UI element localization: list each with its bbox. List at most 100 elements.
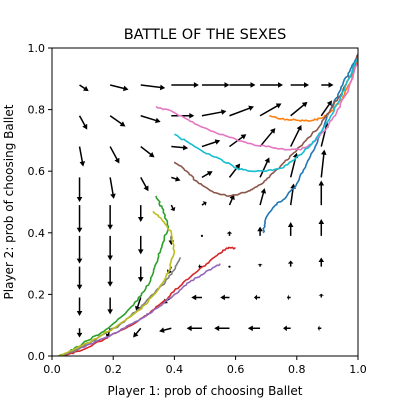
x-tick-label: 1.0	[349, 363, 367, 376]
vector-arrow	[290, 101, 308, 117]
vector-arrow	[76, 205, 83, 233]
vector-arrow	[317, 325, 322, 332]
vector-arrow	[198, 263, 202, 270]
vector-arrow	[171, 176, 181, 182]
vector-arrow	[289, 152, 299, 178]
vector-arrow	[228, 265, 231, 268]
vector-arrow	[229, 82, 256, 88]
vector-arrow	[76, 235, 83, 264]
vector-arrow	[76, 297, 83, 316]
vector-arrow	[290, 125, 302, 147]
vector-arrow	[171, 144, 189, 151]
vector-arrow	[78, 146, 86, 167]
vector-arrow	[107, 266, 113, 287]
trajectory-line	[61, 263, 221, 356]
vector-arrow	[201, 109, 227, 117]
x-tick-label: 0.2	[104, 363, 122, 376]
vector-arrow	[170, 204, 176, 212]
trajectory-line	[173, 53, 358, 198]
vector-arrow	[137, 205, 144, 223]
vector-arrow	[259, 128, 276, 148]
series-lines	[57, 53, 358, 356]
vector-arrow	[321, 82, 334, 88]
vector-arrow	[226, 231, 233, 236]
vector-arrow	[200, 234, 204, 237]
trajectory-line	[57, 195, 170, 356]
trajectory-line	[57, 210, 176, 356]
vector-arrow	[259, 188, 267, 206]
vector-arrow	[320, 121, 329, 147]
vector-arrow	[107, 235, 113, 261]
plot-frame	[51, 47, 359, 357]
vector-arrow	[137, 235, 144, 255]
vector-arrow	[140, 84, 166, 91]
trajectory-line	[61, 257, 182, 356]
vector-arrow	[228, 163, 241, 178]
vector-arrow	[259, 103, 282, 117]
vector-arrow	[289, 183, 296, 206]
vector-arrow	[107, 205, 113, 230]
y-tick-label: 0.4	[28, 227, 46, 240]
vector-arrow	[290, 82, 310, 88]
vector-arrow	[320, 100, 332, 117]
vector-arrow	[201, 82, 230, 88]
vector-arrow	[76, 177, 83, 202]
vector-arrow	[109, 115, 126, 127]
vector-arrow	[253, 294, 261, 301]
vector-arrow	[201, 139, 221, 148]
vector-arrow	[109, 177, 116, 199]
chart-title: BATTLE OF THE SEXES	[124, 27, 287, 43]
vector-arrow	[287, 260, 294, 267]
vector-field	[76, 82, 334, 340]
vector-arrow	[159, 327, 172, 333]
vector-arrow	[318, 293, 325, 298]
vector-arrow	[140, 145, 155, 158]
vector-arrow	[201, 201, 207, 206]
x-tick-label: 0.0	[43, 363, 61, 376]
vector-arrow	[229, 105, 254, 117]
y-tick-label: 0.8	[28, 104, 46, 117]
y-tick-label: 1.0	[28, 42, 46, 55]
vector-arrow	[186, 325, 202, 332]
vector-arrow	[171, 112, 195, 119]
trajectory-line	[63, 246, 236, 356]
x-axis-label: Player 1: prob of choosing Ballet	[108, 384, 303, 398]
vector-arrow	[318, 257, 325, 267]
vector-arrow	[137, 266, 144, 283]
y-tick-label: 0.2	[28, 288, 46, 301]
trajectory-line	[155, 60, 358, 151]
vector-arrow	[109, 146, 120, 164]
vector-arrow	[220, 294, 230, 301]
x-tick-label: 0.6	[227, 363, 245, 376]
vector-arrow	[191, 294, 202, 301]
vector-arrow	[228, 194, 235, 206]
vector-arrow	[76, 266, 83, 290]
vector-arrow	[287, 222, 294, 236]
vector-arrow	[247, 325, 261, 332]
y-axis-label: Player 2: prob of choosing Ballet	[2, 104, 16, 299]
vector-arrow	[201, 171, 213, 179]
vector-arrow	[259, 157, 270, 178]
vector-arrow	[107, 297, 113, 315]
vector-arrow	[133, 327, 142, 338]
vector-arrow	[318, 180, 325, 206]
x-tick-label: 0.8	[288, 363, 306, 376]
vector-arrow	[140, 177, 149, 192]
trajectory-line	[174, 56, 358, 173]
vector-arrow	[76, 328, 83, 338]
y-tick-label: 0.6	[28, 165, 46, 178]
vector-arrow	[78, 115, 88, 130]
vector-arrow	[283, 325, 291, 332]
vector-arrow	[287, 294, 291, 301]
vector-arrow	[260, 82, 284, 88]
y-tick-label: 0.0	[28, 350, 46, 363]
y-axis-ticks: 0.0 0.2 0.4 0.6 0.8 1.0	[28, 42, 52, 363]
vector-arrow	[320, 149, 327, 178]
vector-arrow	[257, 226, 263, 236]
x-tick-label: 0.4	[166, 363, 184, 376]
vector-arrow	[79, 84, 89, 92]
vector-arrow	[318, 218, 325, 236]
vector-arrow	[214, 325, 230, 332]
vector-arrow	[140, 115, 161, 124]
